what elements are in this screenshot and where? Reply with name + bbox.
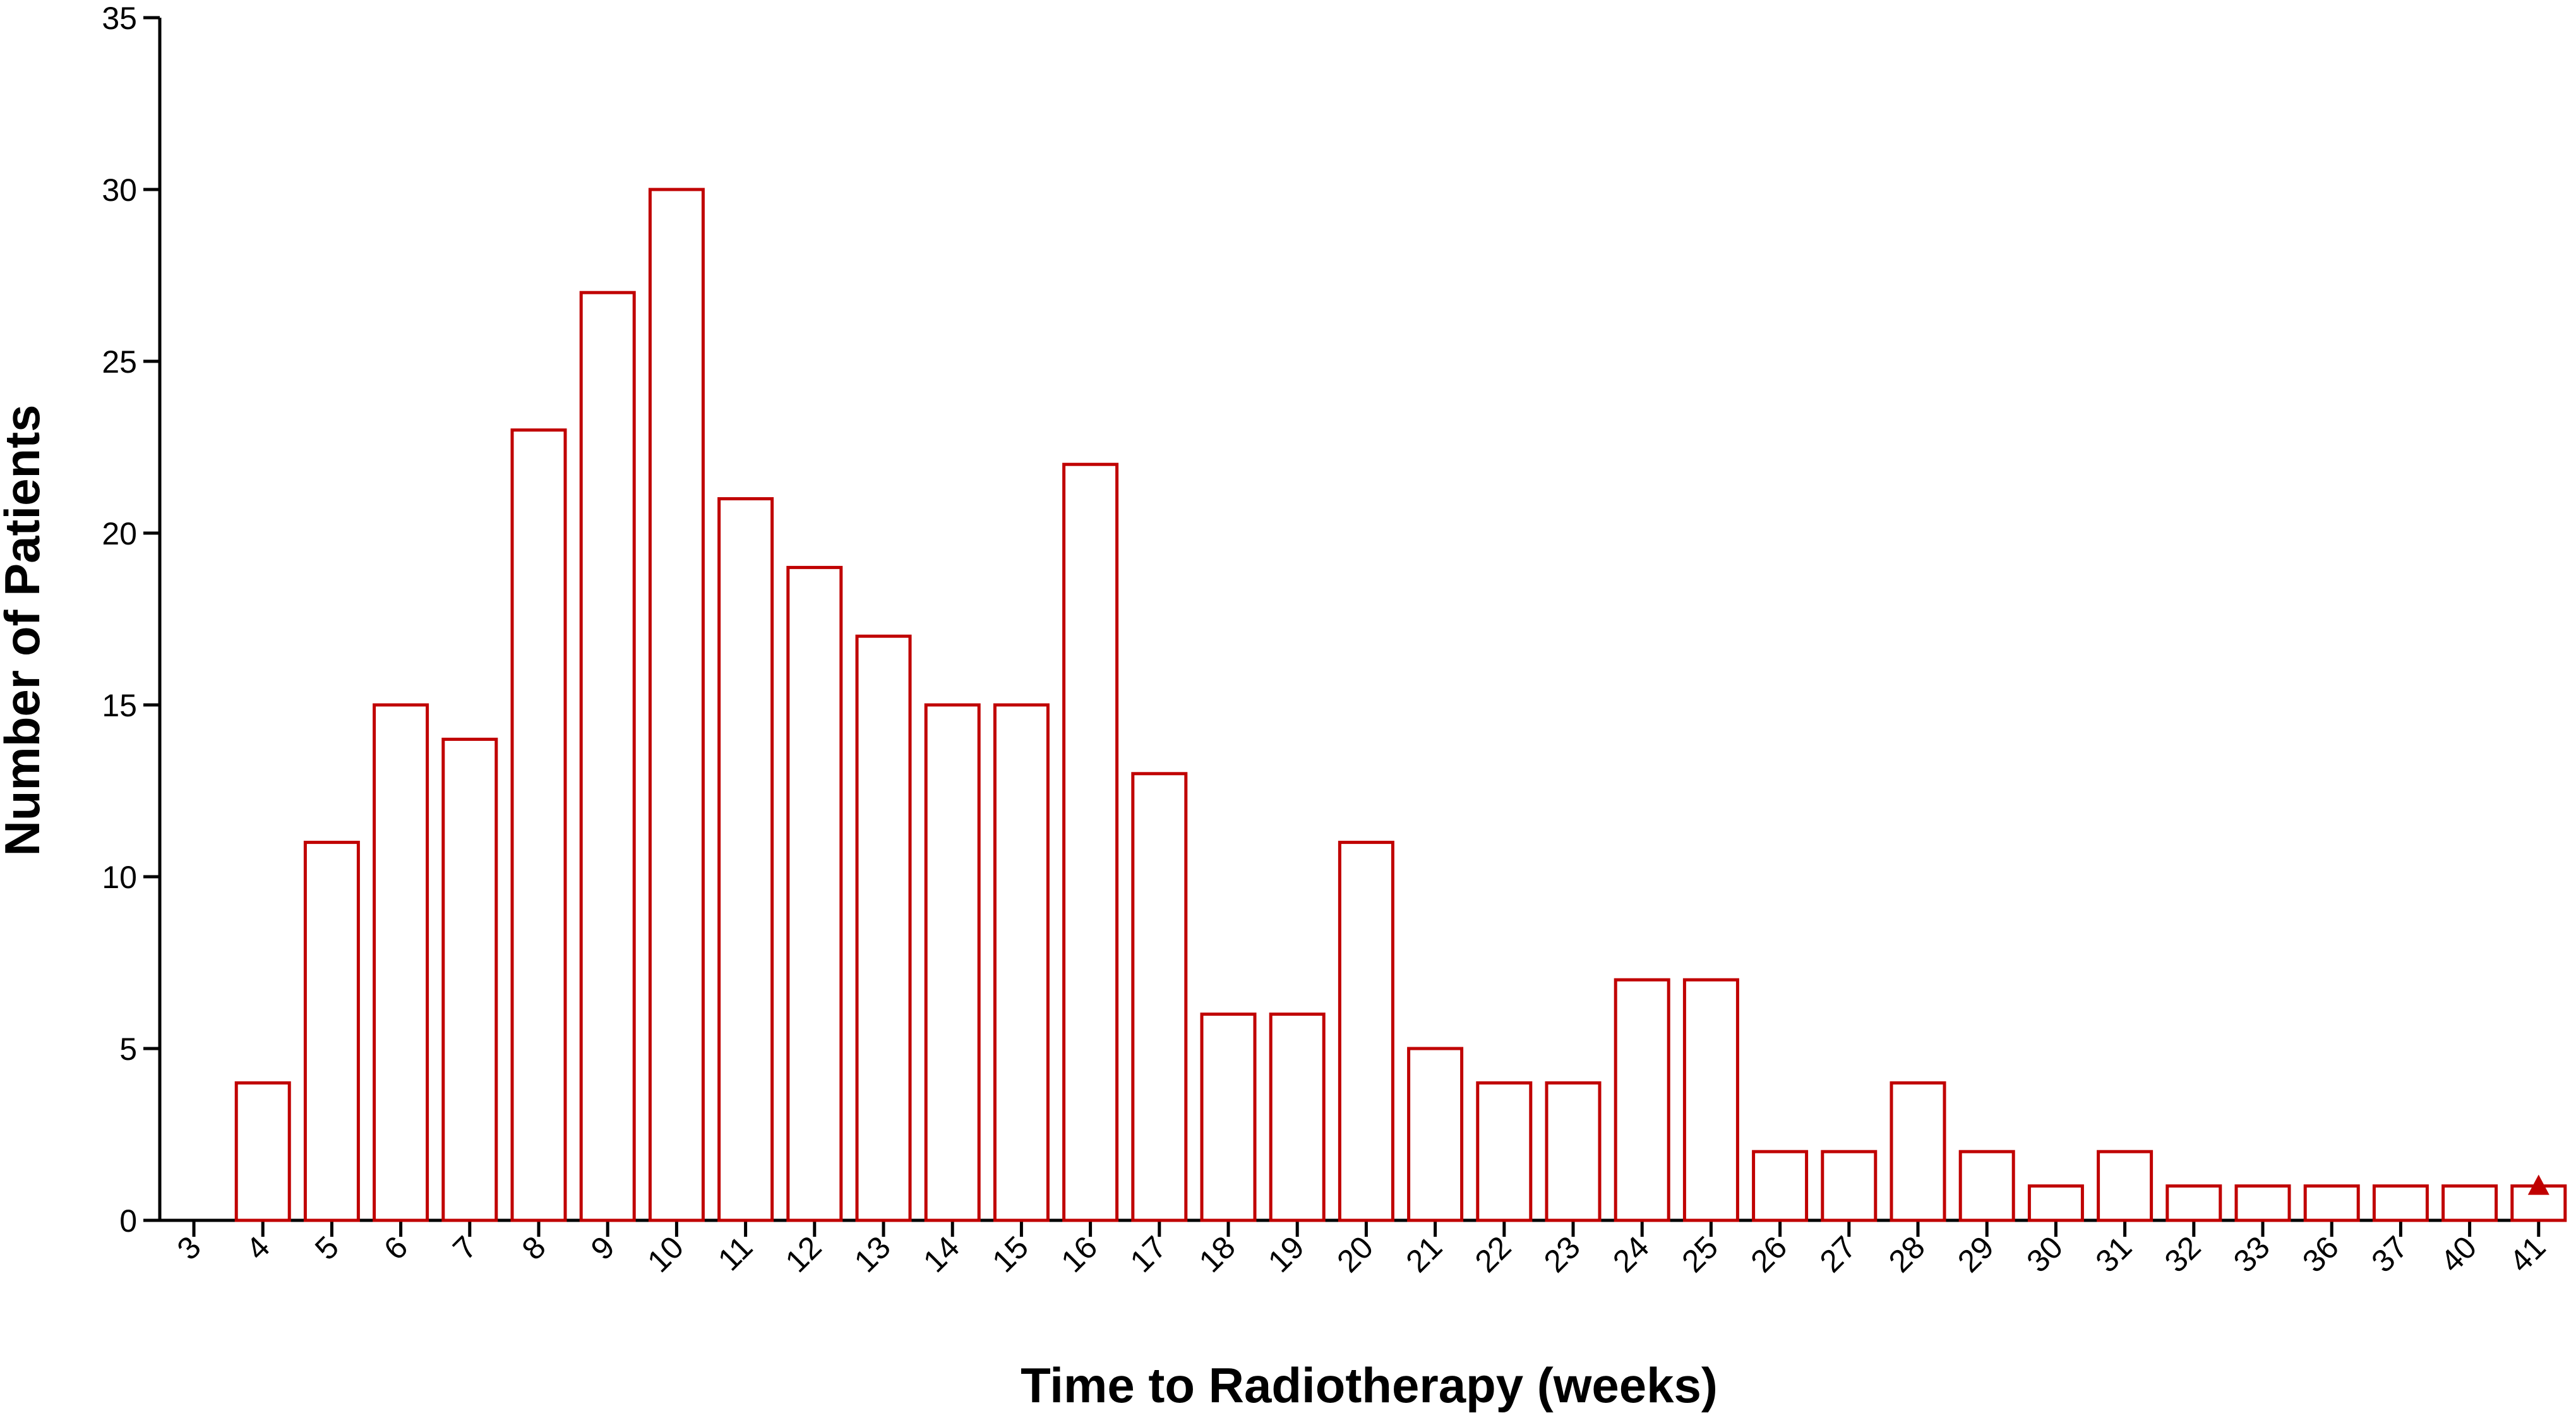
x-tick-label: 41 <box>2503 1229 2553 1279</box>
bar <box>717 497 774 1222</box>
bar <box>303 841 360 1222</box>
y-tick-label: 0 <box>119 1203 137 1239</box>
y-tick-label: 30 <box>102 172 137 208</box>
x-tick-label: 3 <box>171 1229 208 1266</box>
x-tick-label: 40 <box>2433 1229 2483 1279</box>
x-tick-label: 21 <box>1399 1229 1449 1279</box>
bar <box>1682 978 1739 1222</box>
bar <box>1131 772 1188 1222</box>
x-tick-label: 9 <box>584 1229 621 1266</box>
bar <box>1821 1150 1878 1222</box>
x-tick-label: 32 <box>2158 1229 2208 1279</box>
bar <box>1752 1150 1809 1222</box>
bars-group <box>234 188 2567 1222</box>
x-tick-label: 13 <box>848 1229 897 1279</box>
x-tick-label: 29 <box>1951 1229 2001 1279</box>
bar <box>579 291 636 1222</box>
x-tick-label: 18 <box>1192 1229 1242 1279</box>
bar <box>993 703 1050 1222</box>
y-tick-label: 20 <box>102 516 137 551</box>
x-axis: 3 4 5 6 7 8 9 10 11 12 13 14 15 16 17 18 19 20 21 22 23 24 25 2… <box>160 1218 2563 1279</box>
x-tick-label: 15 <box>985 1229 1035 1279</box>
x-tick-label: 22 <box>1468 1229 1518 1279</box>
x-tick-label: 36 <box>2296 1229 2345 1279</box>
bar <box>510 428 567 1222</box>
y-tick-label: 10 <box>102 860 137 895</box>
x-tick-label: 25 <box>1675 1229 1725 1279</box>
bar <box>441 737 498 1222</box>
x-tick-label: 7 <box>446 1229 483 1266</box>
x-tick-label: 33 <box>2227 1229 2277 1279</box>
y-axis: 0 5 10 15 20 25 30 35 <box>102 1 162 1239</box>
y-tick-label: 5 <box>119 1031 137 1067</box>
x-axis-title: Time to Radiotherapy (weeks) <box>1021 1357 1718 1413</box>
bar <box>1545 1081 1602 1222</box>
triangle-marker <box>2527 1174 2549 1195</box>
bar <box>2166 1184 2222 1222</box>
bar <box>924 703 981 1222</box>
x-tick-label: 23 <box>1537 1229 1587 1279</box>
x-tick-label: 6 <box>377 1229 414 1266</box>
bar <box>2372 1184 2429 1222</box>
x-tick-label: 12 <box>779 1229 829 1279</box>
markers-group <box>2527 1174 2549 1195</box>
x-tick-label: 11 <box>711 1229 759 1277</box>
bar <box>373 703 429 1222</box>
y-tick-label: 35 <box>102 1 137 36</box>
bar <box>1200 1013 1257 1222</box>
x-tick-label: 16 <box>1054 1229 1104 1279</box>
bar <box>1407 1047 1464 1222</box>
bar <box>1890 1081 1946 1222</box>
bar <box>1614 978 1670 1222</box>
y-axis-title: Number of Patients <box>0 404 50 856</box>
y-tick-label: 15 <box>102 688 137 723</box>
x-tick-label: 19 <box>1261 1229 1311 1279</box>
x-tick-label: 4 <box>239 1229 277 1266</box>
bar <box>1476 1081 1533 1222</box>
bar <box>2303 1184 2360 1222</box>
x-tick-label: 5 <box>308 1229 345 1266</box>
bar <box>234 1081 291 1222</box>
x-tick-label: 14 <box>916 1229 966 1279</box>
bar <box>2097 1150 2154 1222</box>
x-tick-label: 20 <box>1330 1229 1380 1279</box>
x-tick-label: 37 <box>2364 1229 2414 1279</box>
bar <box>1958 1150 2015 1222</box>
x-tick-label: 10 <box>640 1229 690 1279</box>
x-tick-label: 31 <box>2088 1229 2138 1279</box>
bar <box>1338 841 1394 1222</box>
bar <box>2027 1184 2084 1222</box>
bar <box>1269 1013 1326 1222</box>
x-tick-label: 28 <box>1882 1229 1932 1279</box>
x-tick-label: 17 <box>1123 1229 1173 1279</box>
x-tick-label: 26 <box>1744 1229 1794 1279</box>
x-tick-label: 27 <box>1813 1229 1863 1279</box>
bar <box>2441 1184 2498 1222</box>
y-tick-label: 25 <box>102 344 137 380</box>
bar <box>1062 462 1119 1222</box>
x-tick-label: 30 <box>2020 1229 2070 1279</box>
x-tick-label: 8 <box>515 1229 553 1266</box>
bar <box>786 565 843 1222</box>
bar <box>2234 1184 2291 1222</box>
bar <box>648 188 705 1222</box>
x-tick-label: 24 <box>1606 1229 1656 1279</box>
bar <box>855 634 912 1222</box>
